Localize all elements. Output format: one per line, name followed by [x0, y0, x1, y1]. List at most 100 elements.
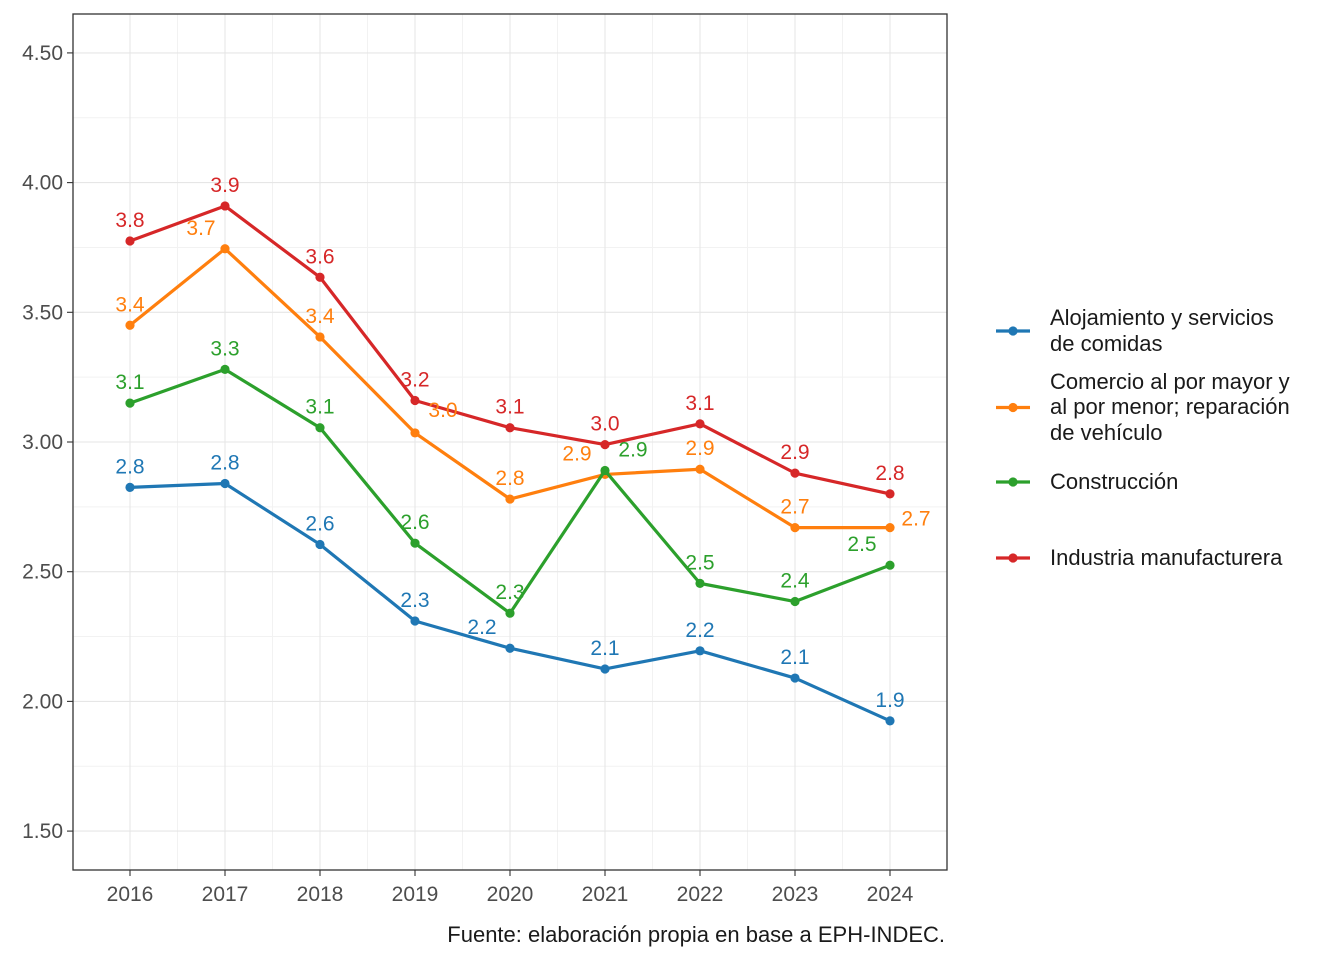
data-label: 2.1 — [590, 637, 619, 660]
data-label: 2.6 — [400, 511, 429, 534]
legend-key-point — [1008, 477, 1018, 487]
data-label: 3.1 — [305, 396, 334, 419]
legend-key-point — [1008, 402, 1018, 413]
data-point — [695, 419, 705, 429]
data-label: 3.1 — [115, 371, 144, 394]
data-label: 2.8 — [115, 455, 144, 478]
data-point — [790, 596, 800, 607]
y-tick-label: 4.50 — [22, 42, 63, 65]
data-point — [315, 332, 325, 342]
data-label: 2.5 — [847, 533, 876, 556]
data-label: 2.6 — [305, 512, 334, 535]
y-tick-label: 3.00 — [22, 431, 63, 454]
data-label: 2.9 — [618, 439, 647, 462]
legend-label: al por menor; reparación — [1050, 394, 1290, 419]
data-point — [600, 439, 610, 450]
data-label: 3.4 — [305, 305, 335, 328]
data-point — [125, 236, 135, 246]
data-label: 2.7 — [780, 496, 809, 519]
y-tick-label: 2.00 — [22, 690, 63, 713]
data-point — [600, 664, 610, 674]
data-point — [885, 523, 895, 533]
data-label: 2.5 — [685, 551, 714, 574]
legend-label: Alojamiento y servicios — [1050, 305, 1274, 330]
data-point — [790, 673, 800, 683]
x-tick-label: 2023 — [772, 883, 819, 906]
x-tick-label: 2020 — [487, 883, 534, 906]
data-point — [790, 523, 800, 533]
y-axis: 1.50 2.00 2.50 3.00 3.50 4.00 4.50 — [22, 42, 73, 843]
data-point — [220, 364, 230, 374]
chart-caption: Fuente: elaboración propia en base a EPH… — [447, 922, 945, 947]
data-label: 3.9 — [210, 174, 239, 197]
data-point — [315, 272, 325, 282]
data-label: 2.3 — [495, 581, 524, 604]
legend-key-point — [1008, 326, 1018, 336]
x-axis: 2016 2017 2018 2019 2020 2021 2022 2023 2024 — [107, 870, 914, 906]
x-tick-label: 2024 — [867, 883, 914, 906]
data-label: 3.2 — [400, 368, 429, 391]
data-label: 3.0 — [428, 399, 457, 422]
x-tick-label: 2017 — [202, 883, 249, 906]
data-point — [410, 395, 420, 406]
data-point — [505, 643, 515, 653]
data-point — [885, 560, 895, 570]
y-tick-label: 4.00 — [22, 172, 63, 195]
data-label: 2.9 — [780, 441, 809, 464]
data-point — [790, 468, 800, 478]
data-point — [505, 608, 515, 618]
data-point — [315, 539, 325, 550]
data-point — [410, 428, 420, 438]
data-label: 2.2 — [467, 616, 496, 639]
data-point — [410, 538, 420, 548]
data-labels: 2.8 2.8 2.6 2.3 2.2 2.1 2.2 2.1 1.9 3.4 3.7 3.4 3.0 2… — [115, 174, 930, 712]
x-tick-label: 2021 — [582, 883, 629, 906]
series-layer — [125, 201, 895, 726]
data-label: 3.3 — [210, 337, 239, 360]
data-point — [220, 478, 230, 489]
grid-major — [73, 14, 947, 870]
data-label: 3.6 — [305, 245, 334, 268]
data-point — [695, 464, 705, 474]
x-tick-label: 2018 — [297, 883, 344, 906]
y-tick-label: 3.50 — [22, 301, 63, 324]
data-point — [125, 398, 135, 408]
x-tick-label: 2022 — [677, 883, 724, 906]
data-label: 2.1 — [780, 646, 809, 669]
data-point — [315, 423, 325, 433]
data-label: 3.1 — [495, 396, 524, 419]
data-label: 2.3 — [400, 589, 429, 612]
data-label: 3.1 — [685, 392, 714, 415]
data-point — [505, 423, 515, 433]
legend-label: Industria manufacturera — [1050, 545, 1283, 570]
data-point — [410, 616, 420, 626]
data-label: 2.2 — [685, 619, 714, 642]
data-label: 2.8 — [210, 452, 239, 475]
data-point — [220, 244, 230, 254]
legend-label: de comidas — [1050, 331, 1163, 356]
data-label: 2.8 — [495, 467, 524, 490]
data-label: 3.0 — [590, 413, 619, 436]
data-point — [885, 489, 895, 499]
data-label: 2.9 — [562, 442, 591, 465]
data-label: 3.7 — [186, 217, 215, 240]
legend-key-point — [1008, 553, 1018, 563]
data-point — [220, 201, 230, 211]
legend-label: Construcción — [1050, 469, 1178, 494]
x-tick-label: 2016 — [107, 883, 154, 906]
data-point — [125, 320, 135, 330]
data-label: 2.8 — [875, 462, 904, 485]
data-point — [695, 578, 705, 588]
data-label: 3.8 — [115, 209, 144, 232]
y-tick-label: 2.50 — [22, 561, 63, 584]
data-point — [600, 465, 610, 476]
data-label: 3.4 — [115, 293, 145, 316]
data-label: 1.9 — [875, 689, 904, 712]
legend-label: Comercio al por mayor y — [1050, 369, 1290, 394]
data-label: 2.9 — [685, 437, 714, 460]
data-point — [885, 716, 895, 726]
data-point — [505, 494, 515, 504]
legend-label: de vehículo — [1050, 420, 1163, 445]
